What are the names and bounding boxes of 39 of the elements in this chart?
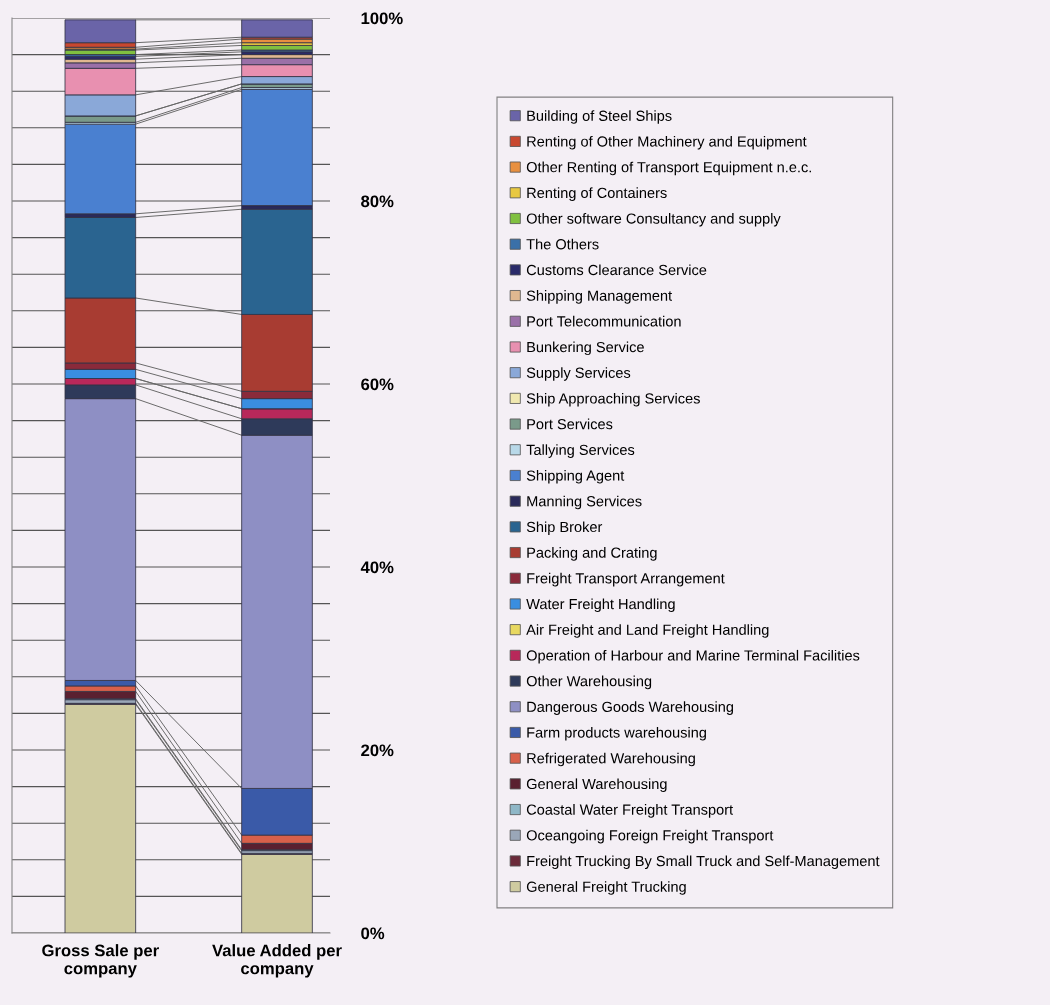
legend-label: Renting of Containers — [527, 187, 667, 201]
y-tick-label: 60% — [361, 378, 394, 391]
legend-label: Shipping Agent — [526, 470, 625, 484]
legend-label: Shipping Management — [526, 290, 672, 304]
legend-label: Oceangoing Foreign Freight Transport — [526, 829, 774, 844]
y-tick-label: 100% — [361, 12, 403, 25]
legend-label: Ship Approaching Services — [526, 392, 700, 407]
y-tick-label: 20% — [361, 744, 394, 757]
y-tick-label: 40% — [360, 561, 394, 574]
legend-label: General Freight Trucking — [526, 881, 686, 895]
legend-label: Bunkering Service — [527, 341, 644, 356]
legend-label: Port Telecommunication — [527, 315, 681, 327]
legend-label: Freight Transport Arrangement — [527, 572, 725, 587]
legend-label: Manning Services — [527, 495, 642, 510]
legend-label: Coastal Water Freight Transport — [526, 804, 733, 818]
y-tick-label: 80% — [361, 195, 394, 208]
legend-label: Building of Steel Ships — [527, 110, 672, 124]
legend-label: Tallying Services — [526, 444, 635, 458]
legend-label: Customs Clearance Service — [526, 264, 707, 276]
legend-label: Air Freight and Land Freight Handling — [526, 624, 769, 638]
legend-label: Farm products warehousing — [527, 726, 706, 741]
legend-label: Ship Broker — [526, 521, 603, 535]
legend-label: Other Renting of Transport Equipment n.e.c. — [526, 161, 811, 176]
legend-label: The Others — [526, 238, 599, 250]
legend-label: Packing and Crating — [527, 547, 657, 561]
legend-label: Water Freight Handling — [526, 598, 675, 613]
legend-label: Port Services — [527, 418, 613, 430]
legend-label: Renting of Other Machinery and Equipment — [527, 135, 807, 150]
y-tick-label: 0% — [361, 927, 385, 940]
legend-label: General Warehousing — [526, 778, 667, 792]
x-tick-label: Value Added per company — [212, 944, 342, 978]
legend-label: Freight Trucking By Small Truck and Self-Management — [527, 855, 880, 870]
legend-label: Other Warehousing — [526, 675, 652, 690]
legend-label: Supply Services — [526, 367, 631, 381]
legend-label: Refrigerated Warehousing — [527, 752, 695, 767]
legend-label: Other software Consultancy and supply — [526, 213, 781, 227]
x-tick-label: Gross Sale per company — [42, 944, 159, 978]
legend-label: Operation of Harbour and Marine Terminal Facilities — [526, 649, 860, 664]
legend-label: Dangerous Goods Warehousing — [527, 701, 734, 715]
